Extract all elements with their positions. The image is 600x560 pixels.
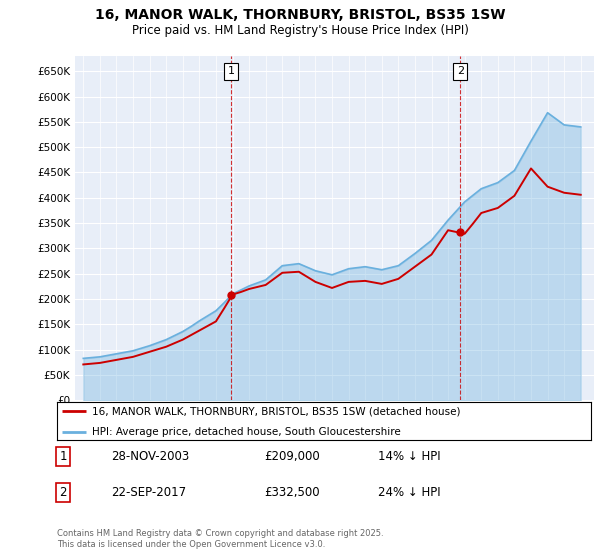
- Text: 1: 1: [227, 67, 235, 77]
- Text: 16, MANOR WALK, THORNBURY, BRISTOL, BS35 1SW: 16, MANOR WALK, THORNBURY, BRISTOL, BS35…: [95, 8, 505, 22]
- Text: HPI: Average price, detached house, South Gloucestershire: HPI: Average price, detached house, Sout…: [92, 427, 400, 437]
- Text: 2: 2: [59, 486, 67, 500]
- Text: Contains HM Land Registry data © Crown copyright and database right 2025.
This d: Contains HM Land Registry data © Crown c…: [57, 529, 383, 549]
- Text: 14% ↓ HPI: 14% ↓ HPI: [378, 450, 440, 463]
- Text: 1: 1: [59, 450, 67, 463]
- Text: 16, MANOR WALK, THORNBURY, BRISTOL, BS35 1SW (detached house): 16, MANOR WALK, THORNBURY, BRISTOL, BS35…: [92, 406, 460, 416]
- Text: 28-NOV-2003: 28-NOV-2003: [111, 450, 189, 463]
- Text: Price paid vs. HM Land Registry's House Price Index (HPI): Price paid vs. HM Land Registry's House …: [131, 24, 469, 36]
- Text: 22-SEP-2017: 22-SEP-2017: [111, 486, 186, 500]
- Text: 24% ↓ HPI: 24% ↓ HPI: [378, 486, 440, 500]
- Text: £209,000: £209,000: [264, 450, 320, 463]
- Text: 2: 2: [457, 67, 464, 77]
- Text: £332,500: £332,500: [264, 486, 320, 500]
